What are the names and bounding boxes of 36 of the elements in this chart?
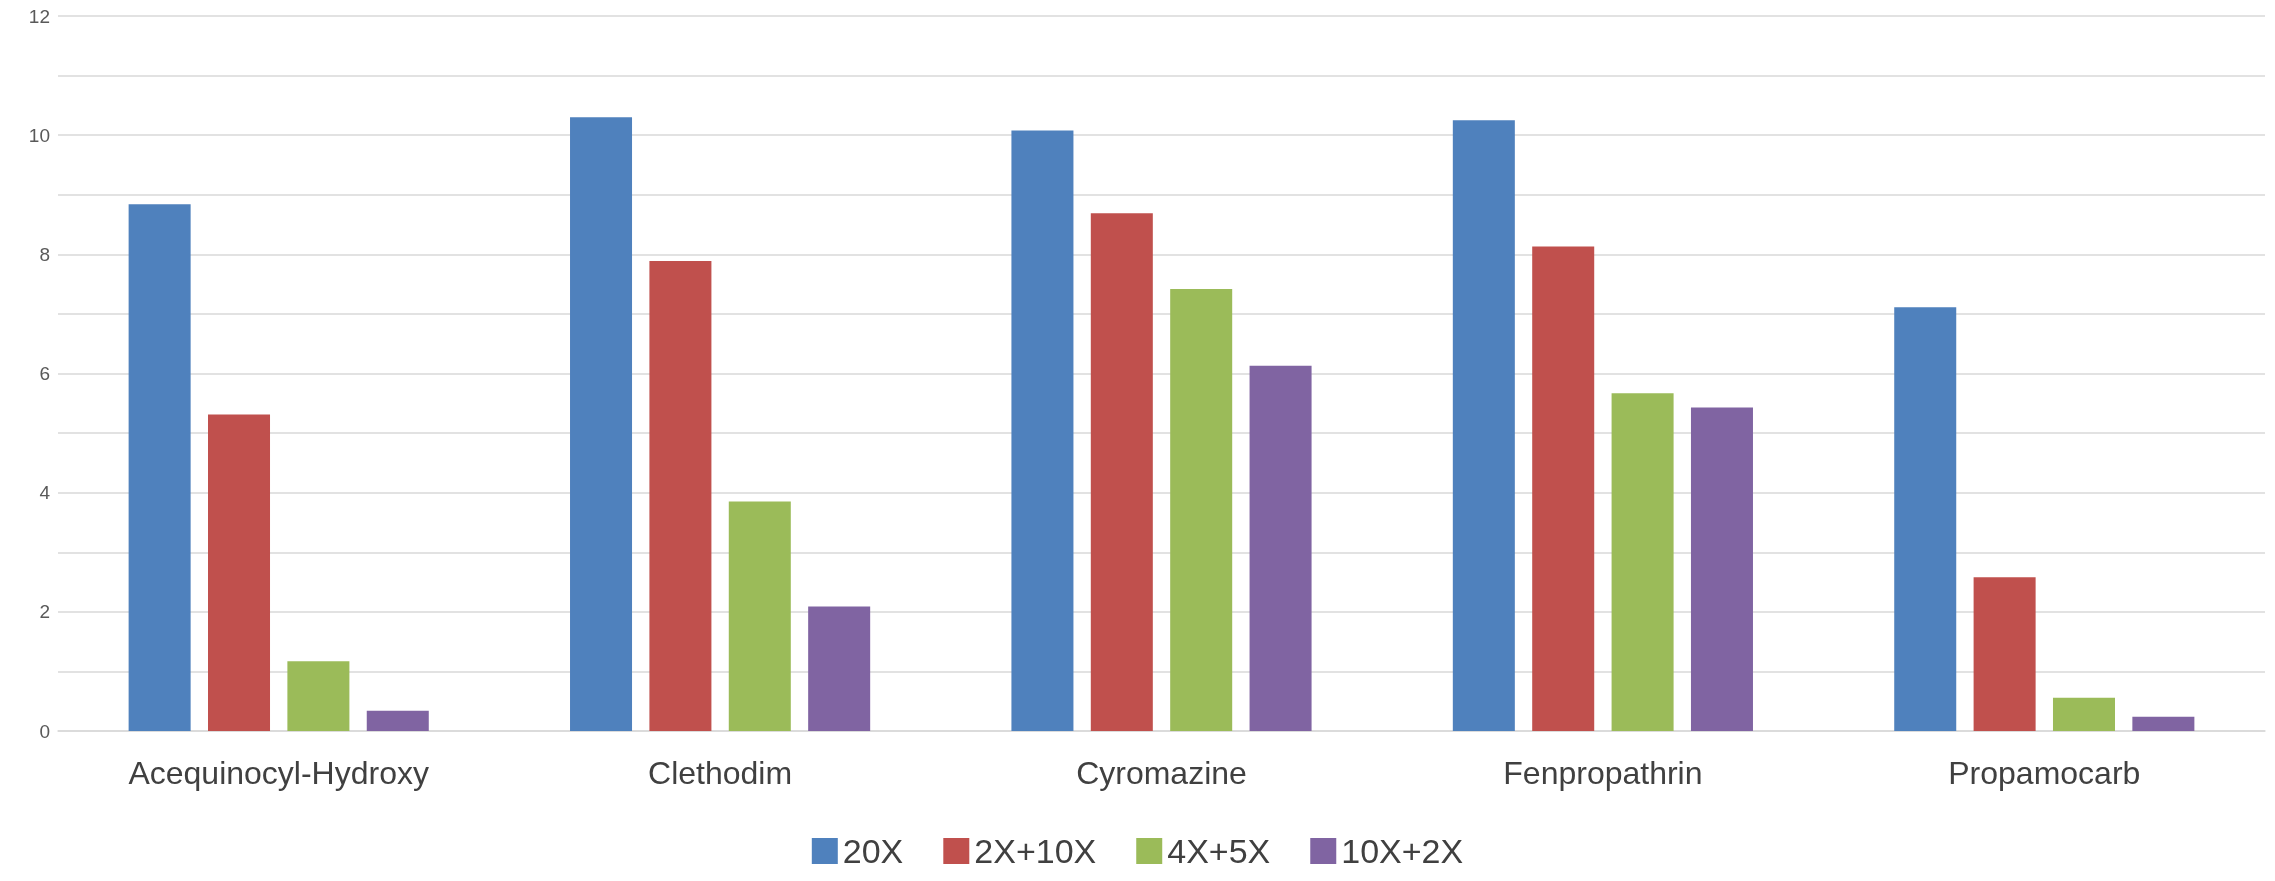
bar [1690, 407, 1753, 731]
y-tick-label: 8 [39, 243, 50, 265]
bar [366, 710, 429, 731]
bar [128, 204, 191, 731]
y-tick-label: 2 [39, 601, 50, 623]
x-tick-label: Fenpropathrin [1503, 755, 1703, 791]
y-tick-label: 4 [39, 482, 51, 504]
bar [1532, 246, 1595, 731]
bar [2052, 697, 2115, 731]
legend-label: 10X+2X [1341, 832, 1464, 870]
bar [287, 661, 350, 731]
bar [808, 606, 871, 731]
bar [1973, 577, 2036, 731]
x-tick-label: Clethodim [648, 755, 793, 791]
legend-label: 4X+5X [1167, 832, 1271, 870]
y-tick-label: 12 [28, 5, 50, 27]
x-tick-label: Acequinocyl-Hydroxy [128, 755, 429, 791]
y-tick-label: 0 [39, 720, 50, 742]
legend-label: 20X [842, 832, 904, 870]
bar [2132, 716, 2195, 731]
x-tick-label: Propamocarb [1948, 755, 2141, 791]
bar [1611, 393, 1674, 731]
bar [1090, 213, 1153, 731]
bar [728, 501, 791, 731]
bar [1011, 130, 1074, 731]
bar [1249, 365, 1312, 731]
legend-label: 2X+10X [974, 832, 1097, 870]
y-tick-label: 6 [39, 363, 50, 384]
x-tick-label: Cyromazine [1076, 755, 1247, 791]
bar [208, 414, 271, 731]
bar [1894, 307, 1957, 731]
bar [649, 260, 712, 731]
bar [1452, 120, 1515, 731]
bar [570, 117, 633, 731]
bar [1170, 288, 1233, 731]
y-tick-label: 10 [28, 124, 50, 146]
